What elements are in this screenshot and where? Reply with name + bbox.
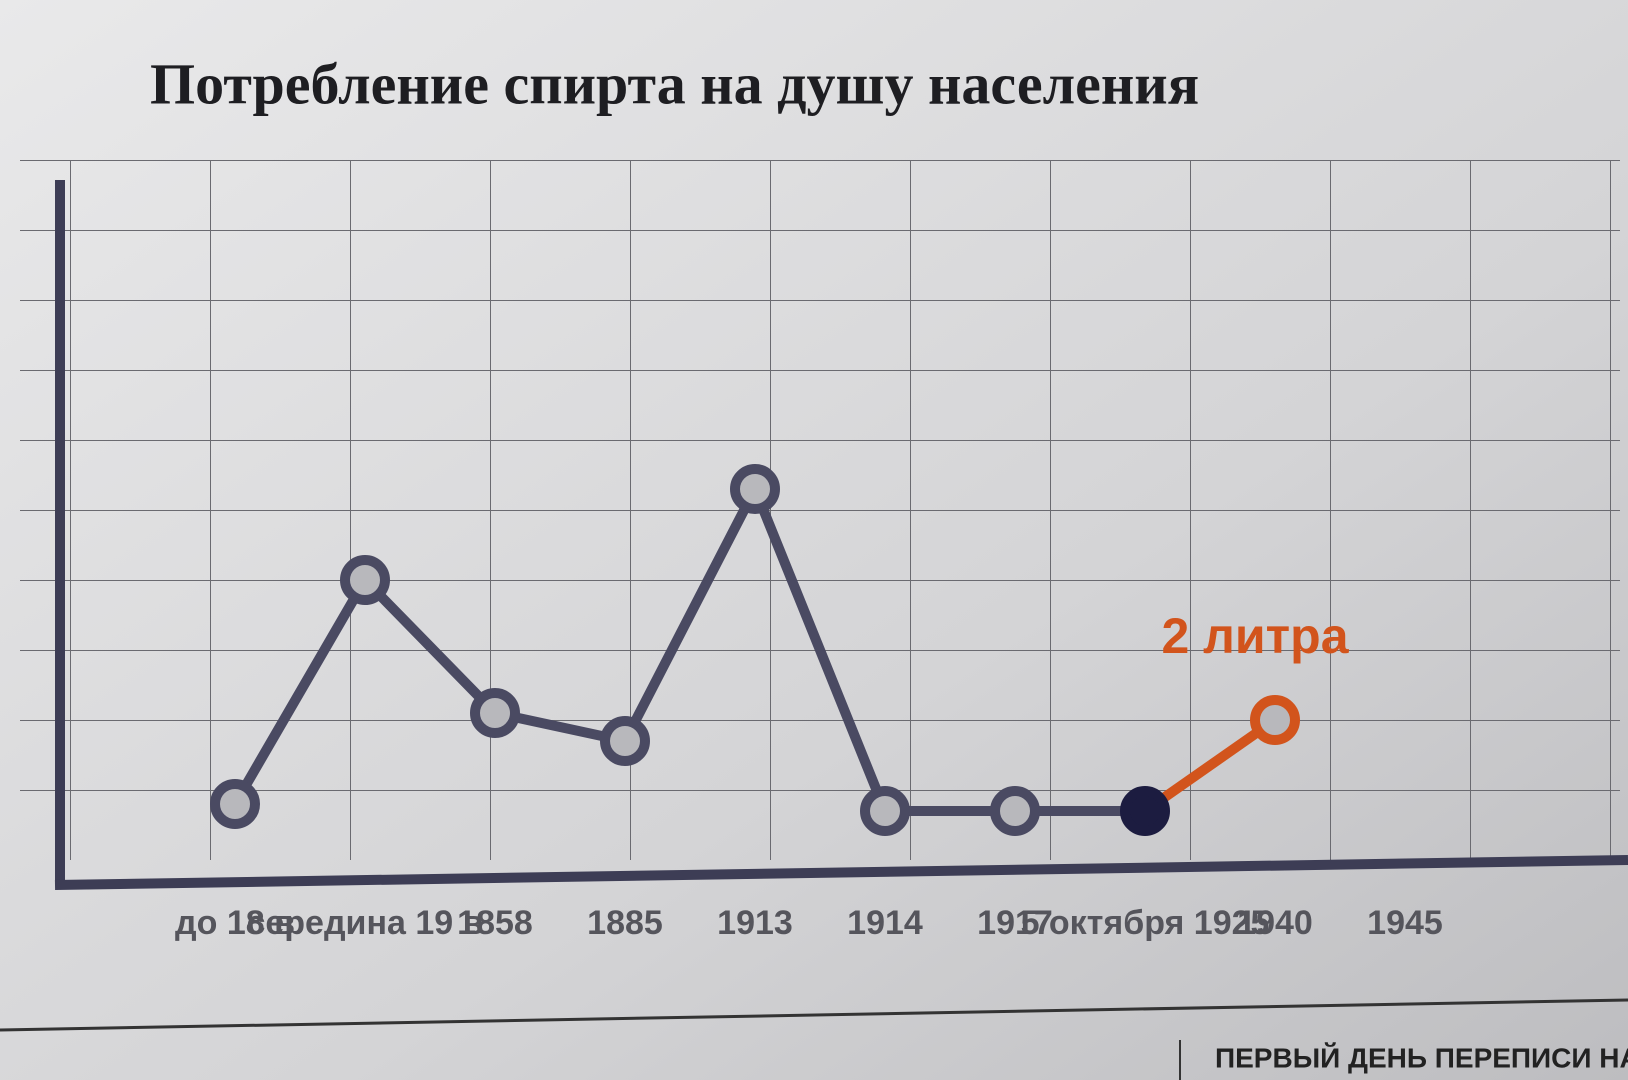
x-tick-label: 1917 <box>977 904 1053 942</box>
point <box>990 786 1040 836</box>
point <box>1120 786 1170 836</box>
point <box>600 716 650 766</box>
line <box>1142 715 1278 816</box>
x-axis <box>54 855 1628 890</box>
point <box>1250 695 1300 745</box>
x-tick-label: 1858 <box>457 904 533 942</box>
chart-title: Потребление спирта на душу населения <box>150 51 1199 116</box>
x-tick-label: 5 октября 1925 <box>1021 904 1270 942</box>
point <box>860 786 910 836</box>
point <box>470 688 520 738</box>
x-tick-label: середина 19 в <box>246 904 483 942</box>
x-tick-label: 1914 <box>847 904 923 942</box>
annotation: 2 литра <box>1161 608 1349 664</box>
point <box>340 555 390 605</box>
footer: ПЕРВЫЙ ДЕНЬ ПЕРЕПИСИ НАС <box>1215 1041 1628 1073</box>
x-tick-label: 1945 <box>1367 904 1443 942</box>
x-tick-label: 1940 <box>1237 904 1313 942</box>
x-tick-label: 1885 <box>587 904 663 942</box>
x-tick-label: до 18 в <box>175 904 295 942</box>
point <box>730 464 780 514</box>
x-tick-label: 1913 <box>717 904 793 942</box>
grid <box>20 160 1620 860</box>
rule <box>0 998 1628 1032</box>
point <box>210 779 260 829</box>
